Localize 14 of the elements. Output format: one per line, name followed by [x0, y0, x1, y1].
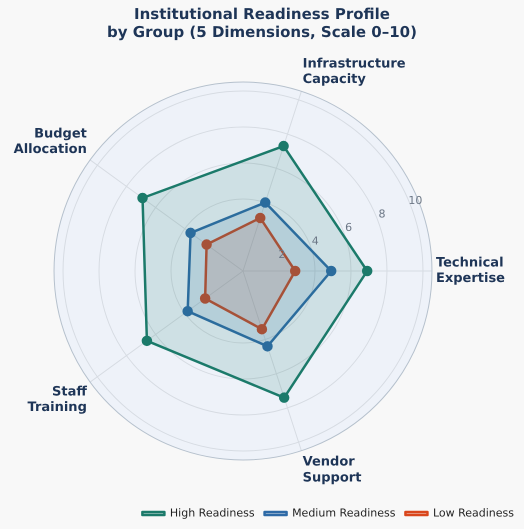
spoke-label: Technical Expertise	[436, 256, 506, 286]
chart-title: Institutional Readiness Profile by Group (5 Dimensions, Scale 0–10)	[107, 4, 417, 41]
y-tick-label: 10	[408, 194, 422, 208]
y-tick-label: 6	[345, 221, 352, 234]
legend-label: Medium Readiness	[292, 506, 396, 520]
y-tick-label: 8	[378, 208, 386, 221]
legend-label: High Readiness	[170, 506, 255, 520]
legend-label: Low Readiness	[432, 506, 514, 520]
spoke-label: Vendor Support	[302, 454, 362, 486]
y-tick-label: 4	[312, 234, 319, 248]
y-tick-label: 2	[278, 248, 286, 262]
spoke-label: Budget Allocation	[14, 126, 87, 158]
spoke-label: Staff Training	[28, 384, 88, 416]
spoke-label: Infrastructure Capacity	[302, 56, 406, 88]
